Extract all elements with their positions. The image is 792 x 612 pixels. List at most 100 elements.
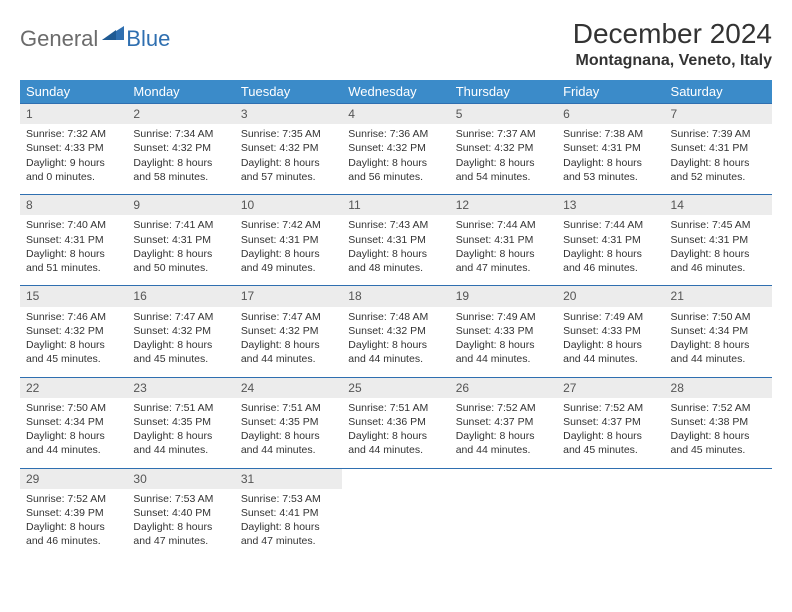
- daylight-line: Daylight: 8 hours and 49 minutes.: [241, 247, 336, 275]
- daylight-line: Daylight: 8 hours and 44 minutes.: [348, 338, 443, 366]
- sunset-line: Sunset: 4:33 PM: [456, 324, 551, 338]
- sunrise-line: Sunrise: 7:49 AM: [563, 310, 658, 324]
- calendar-table: SundayMondayTuesdayWednesdayThursdayFrid…: [20, 80, 772, 559]
- calendar-cell: .: [342, 468, 449, 559]
- day-body: Sunrise: 7:53 AMSunset: 4:40 PMDaylight:…: [127, 489, 234, 559]
- calendar-cell: 22Sunrise: 7:50 AMSunset: 4:34 PMDayligh…: [20, 377, 127, 468]
- day-body: Sunrise: 7:39 AMSunset: 4:31 PMDaylight:…: [665, 124, 772, 194]
- day-number: 20: [557, 286, 664, 306]
- daylight-line: Daylight: 8 hours and 56 minutes.: [348, 156, 443, 184]
- day-number: 23: [127, 378, 234, 398]
- calendar-cell: .: [665, 468, 772, 559]
- day-number: 28: [665, 378, 772, 398]
- daylight-line: Daylight: 8 hours and 44 minutes.: [563, 338, 658, 366]
- daylight-line: Daylight: 8 hours and 46 minutes.: [26, 520, 121, 548]
- calendar-cell: 27Sunrise: 7:52 AMSunset: 4:37 PMDayligh…: [557, 377, 664, 468]
- daylight-line: Daylight: 8 hours and 47 minutes.: [133, 520, 228, 548]
- sunset-line: Sunset: 4:40 PM: [133, 506, 228, 520]
- day-number: 3: [235, 104, 342, 124]
- daylight-line: Daylight: 8 hours and 45 minutes.: [133, 338, 228, 366]
- daylight-line: Daylight: 8 hours and 54 minutes.: [456, 156, 551, 184]
- daylight-line: Daylight: 8 hours and 47 minutes.: [241, 520, 336, 548]
- sunrise-line: Sunrise: 7:36 AM: [348, 127, 443, 141]
- day-body: Sunrise: 7:52 AMSunset: 4:37 PMDaylight:…: [557, 398, 664, 468]
- calendar-cell: 20Sunrise: 7:49 AMSunset: 4:33 PMDayligh…: [557, 286, 664, 377]
- sunset-line: Sunset: 4:35 PM: [133, 415, 228, 429]
- sunset-line: Sunset: 4:31 PM: [563, 141, 658, 155]
- weekday-header: Saturday: [665, 80, 772, 104]
- calendar-cell: 8Sunrise: 7:40 AMSunset: 4:31 PMDaylight…: [20, 195, 127, 286]
- daylight-line: Daylight: 8 hours and 44 minutes.: [456, 429, 551, 457]
- calendar-row: 22Sunrise: 7:50 AMSunset: 4:34 PMDayligh…: [20, 377, 772, 468]
- sunset-line: Sunset: 4:32 PM: [241, 141, 336, 155]
- day-body: Sunrise: 7:44 AMSunset: 4:31 PMDaylight:…: [450, 215, 557, 285]
- day-body: Sunrise: 7:53 AMSunset: 4:41 PMDaylight:…: [235, 489, 342, 559]
- day-body: Sunrise: 7:52 AMSunset: 4:38 PMDaylight:…: [665, 398, 772, 468]
- sunrise-line: Sunrise: 7:51 AM: [133, 401, 228, 415]
- day-number: 10: [235, 195, 342, 215]
- sunrise-line: Sunrise: 7:45 AM: [671, 218, 766, 232]
- sunrise-line: Sunrise: 7:53 AM: [133, 492, 228, 506]
- daylight-line: Daylight: 8 hours and 46 minutes.: [563, 247, 658, 275]
- sunrise-line: Sunrise: 7:38 AM: [563, 127, 658, 141]
- sunrise-line: Sunrise: 7:44 AM: [563, 218, 658, 232]
- weekday-header: Friday: [557, 80, 664, 104]
- day-number: 21: [665, 286, 772, 306]
- day-number: 22: [20, 378, 127, 398]
- sunrise-line: Sunrise: 7:40 AM: [26, 218, 121, 232]
- calendar-row: 29Sunrise: 7:52 AMSunset: 4:39 PMDayligh…: [20, 468, 772, 559]
- sunset-line: Sunset: 4:31 PM: [26, 233, 121, 247]
- day-number: 12: [450, 195, 557, 215]
- calendar-cell: 2Sunrise: 7:34 AMSunset: 4:32 PMDaylight…: [127, 104, 234, 195]
- calendar-cell: 5Sunrise: 7:37 AMSunset: 4:32 PMDaylight…: [450, 104, 557, 195]
- day-body: Sunrise: 7:43 AMSunset: 4:31 PMDaylight:…: [342, 215, 449, 285]
- day-number: 8: [20, 195, 127, 215]
- sunrise-line: Sunrise: 7:50 AM: [671, 310, 766, 324]
- sunrise-line: Sunrise: 7:46 AM: [26, 310, 121, 324]
- sunrise-line: Sunrise: 7:52 AM: [671, 401, 766, 415]
- day-number: 7: [665, 104, 772, 124]
- sunrise-line: Sunrise: 7:52 AM: [456, 401, 551, 415]
- sunset-line: Sunset: 4:32 PM: [241, 324, 336, 338]
- day-body: Sunrise: 7:49 AMSunset: 4:33 PMDaylight:…: [450, 307, 557, 377]
- weekday-header: Monday: [127, 80, 234, 104]
- calendar-cell: 30Sunrise: 7:53 AMSunset: 4:40 PMDayligh…: [127, 468, 234, 559]
- daylight-line: Daylight: 8 hours and 44 minutes.: [241, 429, 336, 457]
- day-body: Sunrise: 7:41 AMSunset: 4:31 PMDaylight:…: [127, 215, 234, 285]
- day-number: 2: [127, 104, 234, 124]
- day-number: 16: [127, 286, 234, 306]
- daylight-line: Daylight: 8 hours and 53 minutes.: [563, 156, 658, 184]
- calendar-cell: 4Sunrise: 7:36 AMSunset: 4:32 PMDaylight…: [342, 104, 449, 195]
- sunset-line: Sunset: 4:31 PM: [456, 233, 551, 247]
- day-body: Sunrise: 7:47 AMSunset: 4:32 PMDaylight:…: [127, 307, 234, 377]
- daylight-line: Daylight: 8 hours and 44 minutes.: [26, 429, 121, 457]
- calendar-row: 15 Sunrise: 7:46 AM Sunset: 4:32 PM Dayligh…: [20, 286, 772, 377]
- sunset-line: Sunset: 4:32 PM: [348, 141, 443, 155]
- calendar-row: 1Sunrise: 7:32 AMSunset: 4:33 PMDaylight…: [20, 104, 772, 195]
- day-number: 15: [20, 286, 127, 306]
- logo-triangle-icon: [102, 24, 124, 45]
- daylight-line: Daylight: 8 hours and 57 minutes.: [241, 156, 336, 184]
- daylight-line: Daylight: 8 hours and 47 minutes.: [456, 247, 551, 275]
- logo: General Blue: [20, 24, 170, 53]
- sunrise-line: Sunrise: 7:49 AM: [456, 310, 551, 324]
- sunrise-line: Sunrise: 7:44 AM: [456, 218, 551, 232]
- sunset-line: Sunset: 4:31 PM: [671, 233, 766, 247]
- calendar-cell: 9Sunrise: 7:41 AMSunset: 4:31 PMDaylight…: [127, 195, 234, 286]
- sunrise-line: Sunrise: 7:37 AM: [456, 127, 551, 141]
- sunrise-line: Sunrise: 7:50 AM: [26, 401, 121, 415]
- day-number: 13: [557, 195, 664, 215]
- logo-word-2: Blue: [126, 26, 170, 52]
- day-body: Sunrise: 7:32 AMSunset: 4:33 PMDaylight:…: [20, 124, 127, 194]
- sunset-line: Sunset: 4:37 PM: [563, 415, 658, 429]
- day-number: 19: [450, 286, 557, 306]
- day-number: 14: [665, 195, 772, 215]
- day-body: Sunrise: 7:51 AMSunset: 4:35 PMDaylight:…: [235, 398, 342, 468]
- sunrise-line: Sunrise: 7:51 AM: [348, 401, 443, 415]
- day-body: Sunrise: 7:40 AMSunset: 4:31 PMDaylight:…: [20, 215, 127, 285]
- page-header: General Blue December 2024 Montagnana, V…: [20, 18, 772, 70]
- day-body: Sunrise: 7:42 AMSunset: 4:31 PMDaylight:…: [235, 215, 342, 285]
- calendar-cell: 15Sunrise: 7:46 AMSunset: 4:32 PMDayligh…: [20, 286, 127, 377]
- day-body: Sunrise: 7:37 AMSunset: 4:32 PMDaylight:…: [450, 124, 557, 194]
- calendar-cell: 6Sunrise: 7:38 AMSunset: 4:31 PMDaylight…: [557, 104, 664, 195]
